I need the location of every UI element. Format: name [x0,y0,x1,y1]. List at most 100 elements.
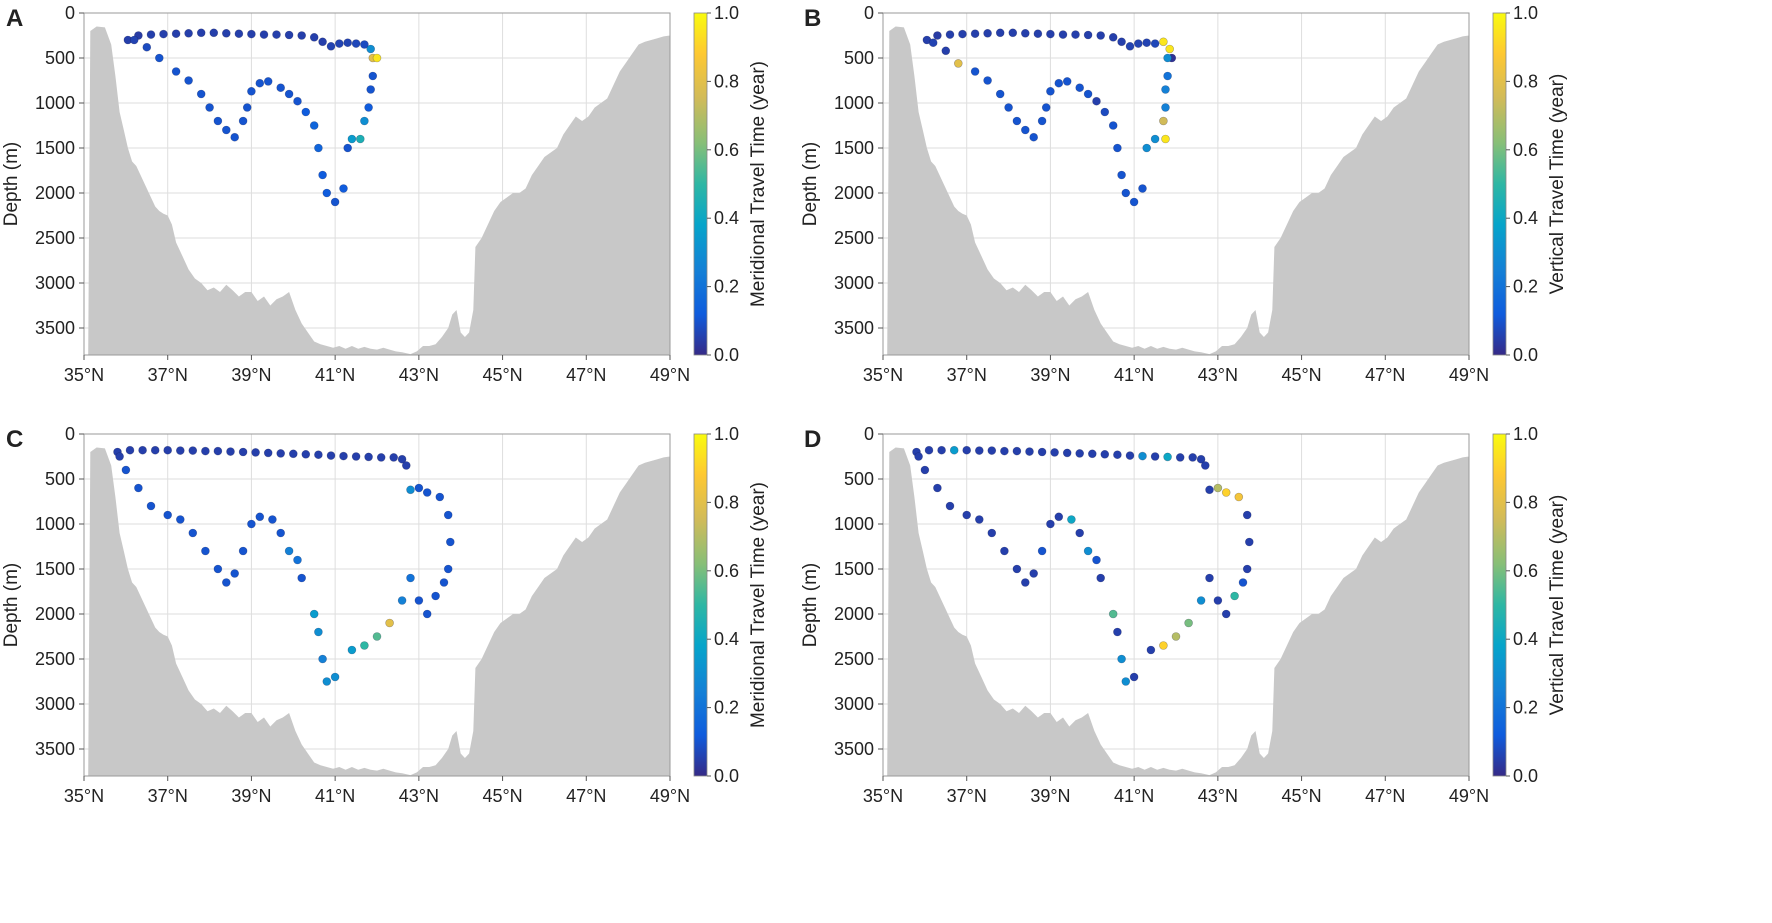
scatter-point [201,446,210,456]
scatter-point [188,528,198,538]
scatter-point [339,184,348,193]
scatter-point [1012,446,1022,456]
x-tick-label: 35°N [863,365,903,385]
y-tick-label: 2500 [35,649,75,669]
scatter-point [268,515,277,524]
scatter-point [920,465,930,475]
scatter-point [171,67,181,76]
scatter-point [115,452,124,461]
y-tick-label: 2500 [834,649,874,669]
bathymetry-area [883,447,1469,776]
panel-letter: C [6,426,23,453]
scatter-point [1012,564,1022,574]
x-tick-label: 41°N [315,786,355,806]
scatter-point [1142,143,1151,153]
scatter-point [297,31,307,40]
scatter-point [941,46,951,56]
colorbar-title: Vertical Travel Time (year) [1547,74,1568,295]
x-tick-label: 37°N [148,786,188,806]
scatter-point [301,449,311,459]
scatter-point [251,448,260,457]
scatter-point [330,197,340,207]
y-tick-label: 500 [844,48,874,68]
scatter-point [1062,448,1072,458]
plot-frame [882,12,1470,356]
x-tick-label: 41°N [1114,786,1154,806]
scatter-point [318,170,327,180]
scatter-point [1021,125,1030,135]
scatter-point [1083,30,1093,40]
scatter-point [226,447,235,456]
colorbar-tick-label: 0.2 [714,277,739,297]
scatter-point [385,618,394,628]
scatter-point [1117,170,1126,180]
scatter-point [1100,449,1110,459]
x-tick-label: 35°N [863,786,903,806]
scatter-point [1184,618,1193,628]
colorbar-tick-label: 0.2 [1513,698,1538,718]
scatter-point [1108,32,1118,42]
scatter-point [326,41,336,51]
scatter-point [293,96,302,106]
scatter-point [970,29,980,39]
panel-c: C 35°N 37°N 39°N 41°N 43°N 45°N 47°N 49°N 0 500 10… [1,424,769,806]
scatter-point [1088,449,1097,459]
scatter-point [263,77,273,86]
scatter-point [1037,116,1047,126]
scatter-point [1004,103,1013,112]
scatter-point [1050,448,1059,457]
colorbar-tick-label: 0.2 [1513,277,1538,297]
scatter-point [230,569,239,578]
scatter-point [222,578,231,587]
colorbar: 0.0 0.2 0.4 0.6 0.8 1.0 Meridional Travel Time… [693,3,769,365]
scatter-point [1129,197,1139,207]
scatter-point [360,40,369,49]
scatter-point [360,641,369,650]
scatter-point [983,28,992,38]
x-tick-label: 35°N [64,786,104,806]
scatter-point [150,445,160,455]
x-tick-label: 47°N [1365,365,1405,385]
scatter-point [366,85,376,94]
scatter-point [322,677,332,686]
scatter-point [343,38,353,48]
scatter-point [1238,578,1248,587]
x-tick-label: 45°N [482,365,522,385]
scatter-point [163,510,172,520]
scatter-point [1165,44,1174,54]
scatter-point [176,446,185,455]
scatter-point [1196,596,1206,605]
scatter-point [1245,537,1254,547]
y-tick-label: 2500 [834,228,874,248]
x-tick-label: 47°N [1365,786,1405,806]
y-tick-label: 0 [65,3,75,23]
scatter-point [1142,38,1151,48]
scatter-point [1071,30,1080,39]
y-tick-label: 1500 [834,559,874,579]
colorbar-tick-label: 0.0 [714,766,739,786]
scatter-point [201,546,210,556]
scatter-point [188,446,198,455]
scatter-point [125,445,135,455]
scatter-point [1021,28,1030,38]
scatter-point [1041,103,1051,112]
scatter-point [1037,447,1047,457]
scatter-point [196,28,206,38]
y-tick-label: 1000 [35,93,75,113]
scatter-points [912,445,1254,686]
scatter-point [351,452,361,461]
scatter-point [1121,677,1131,686]
scatter-point [443,564,453,574]
y-tick-label: 3500 [35,318,75,338]
scatter-point [1067,515,1076,524]
y-tick-label: 1000 [834,93,874,113]
scatter-point [1083,546,1093,556]
scatter-point [1159,37,1168,47]
y-tick-label: 500 [844,469,874,489]
x-tick-label: 39°N [231,786,271,806]
scatter-point [1150,452,1160,461]
scatter-point [962,445,972,455]
y-tick-label: 1000 [834,514,874,534]
colorbar-tick-label: 0.4 [714,629,739,649]
scatter-point [1092,96,1101,106]
